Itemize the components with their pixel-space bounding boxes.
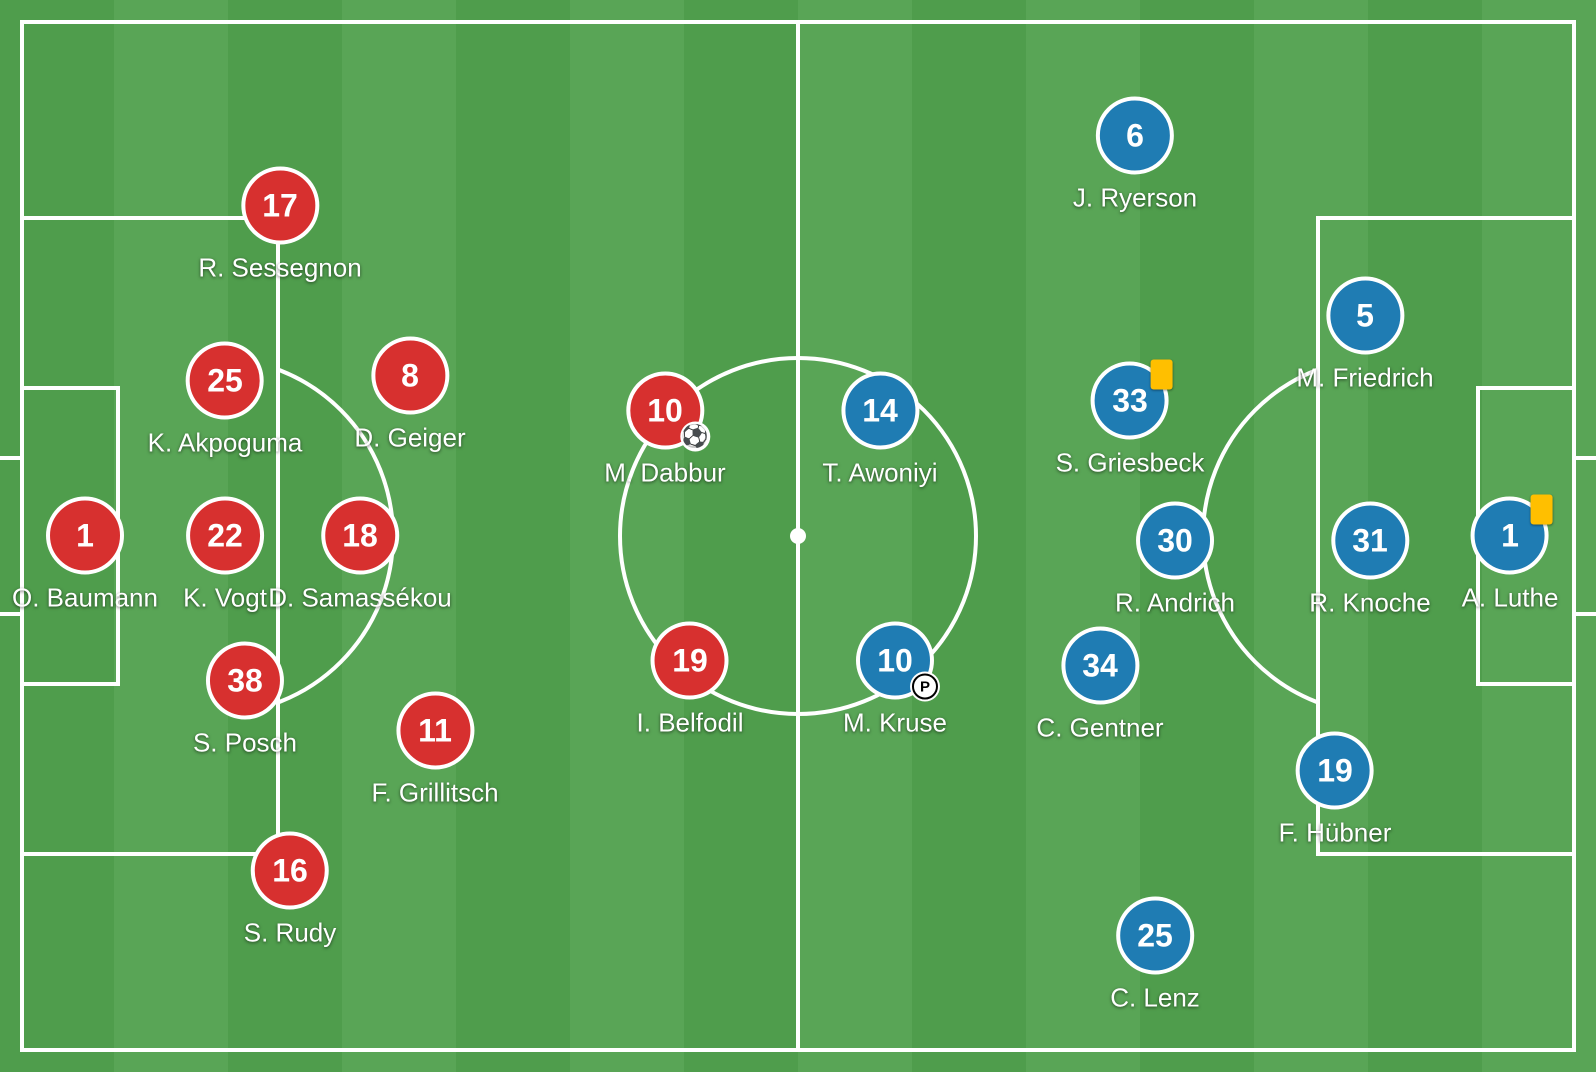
pitch-line-box xyxy=(0,456,20,616)
pitch-line-box xyxy=(1476,386,1576,686)
football-pitch: 1O. Baumann17R. Sessegnon25K. Akpoguma22… xyxy=(0,0,1596,1072)
penalty-arc xyxy=(280,356,395,716)
pitch-line-box xyxy=(1576,456,1596,616)
pitch-line-box xyxy=(20,386,120,686)
pitch-spot xyxy=(790,528,806,544)
pitch-spot xyxy=(1373,528,1389,544)
penalty-arc xyxy=(1201,356,1316,716)
pitch-spot xyxy=(207,528,223,544)
